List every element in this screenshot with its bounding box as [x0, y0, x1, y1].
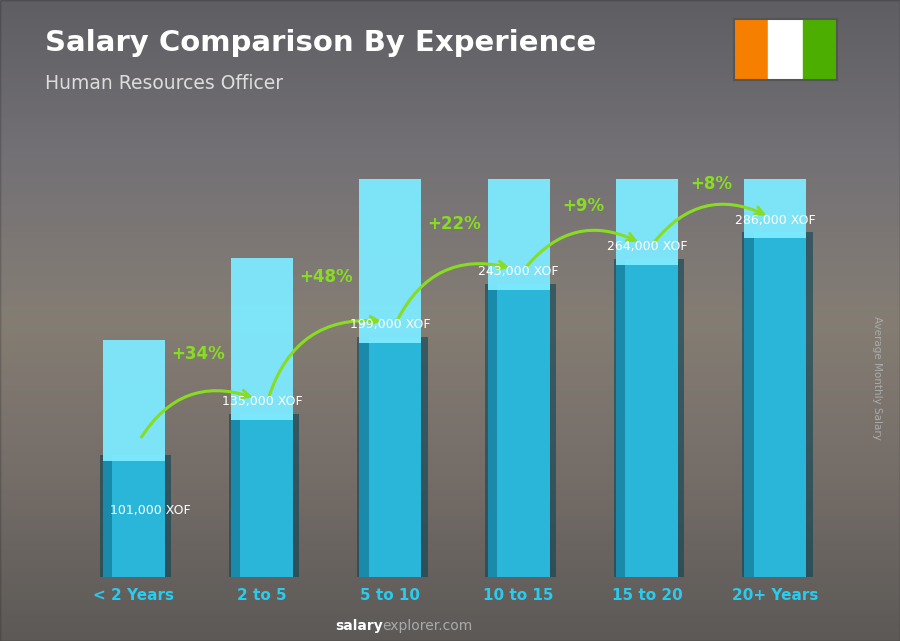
Bar: [231, 258, 293, 420]
Text: +8%: +8%: [690, 175, 733, 193]
Text: Human Resources Officer: Human Resources Officer: [45, 74, 284, 93]
Bar: [744, 0, 806, 238]
Text: 264,000 XOF: 264,000 XOF: [607, 240, 688, 253]
Bar: [359, 337, 369, 577]
Bar: [103, 455, 112, 577]
Text: +34%: +34%: [171, 345, 225, 363]
Text: +48%: +48%: [300, 267, 353, 286]
Text: 199,000 XOF: 199,000 XOF: [350, 319, 430, 331]
Bar: [734, 19, 768, 80]
Bar: [485, 284, 556, 577]
Bar: [744, 233, 753, 577]
Text: 286,000 XOF: 286,000 XOF: [735, 213, 815, 226]
Bar: [488, 284, 550, 577]
Bar: [100, 455, 171, 577]
Bar: [803, 19, 837, 80]
Bar: [768, 19, 803, 80]
Bar: [231, 414, 240, 577]
Text: +9%: +9%: [562, 197, 604, 215]
Bar: [103, 340, 165, 462]
Text: Salary Comparison By Experience: Salary Comparison By Experience: [45, 29, 596, 57]
Bar: [231, 414, 293, 577]
Bar: [359, 104, 421, 343]
Bar: [359, 337, 421, 577]
Text: 101,000 XOF: 101,000 XOF: [111, 503, 191, 517]
Text: Average Monthly Salary: Average Monthly Salary: [872, 316, 883, 440]
Text: 243,000 XOF: 243,000 XOF: [479, 265, 559, 278]
Bar: [229, 414, 299, 577]
Bar: [744, 233, 806, 577]
Bar: [616, 259, 625, 577]
Bar: [488, 0, 550, 290]
Bar: [616, 259, 678, 577]
Text: salary: salary: [335, 619, 382, 633]
Bar: [357, 337, 428, 577]
Bar: [103, 455, 165, 577]
Bar: [742, 233, 813, 577]
Bar: [616, 0, 678, 265]
Text: explorer.com: explorer.com: [382, 619, 472, 633]
Bar: [614, 259, 684, 577]
Text: +22%: +22%: [428, 215, 482, 233]
Bar: [488, 284, 497, 577]
Text: 135,000 XOF: 135,000 XOF: [221, 395, 302, 408]
